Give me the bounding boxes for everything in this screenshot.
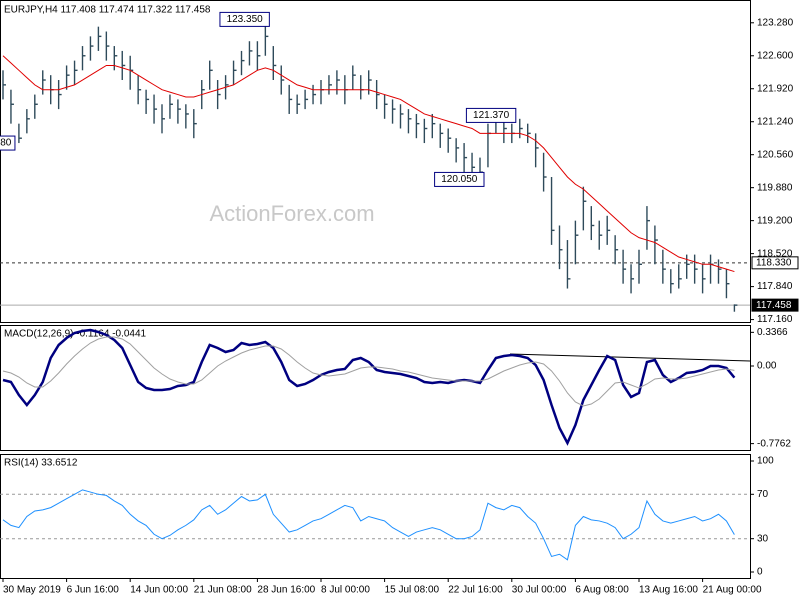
annotation-box [465,107,517,123]
x-tick-label: 15 Jul 08:00 [385,585,440,596]
y-tick-label: 121.240 [757,116,794,127]
price-label: 117.458 [756,300,792,311]
rsi-panel [0,454,751,579]
annotation-label: 121.370 [473,110,510,121]
price-label-box [751,298,799,312]
y-tick-label: 117.840 [757,281,793,292]
x-tick-label: 14 Jun 00:00 [130,585,188,596]
x-tick-label: 13 Aug 16:00 [639,585,698,596]
y-tick-label: 117.160 [757,314,793,325]
macd-title: MACD(12,26,9) -0.1164 -0.0441 [4,329,147,340]
y-tick-label: 0.00 [757,361,777,372]
x-tick-label: 21 Aug 00:00 [703,585,762,596]
price-label: 118.330 [756,257,792,268]
rsi-title: RSI(14) 33.6512 [4,458,78,469]
moving-average [2,55,735,273]
y-tick-label: 0.3366 [757,327,788,338]
x-tick-label: 28 Jun 16:00 [257,585,315,596]
y-tick-label: 123.280 [757,17,794,28]
y-tick-label: 118.520 [757,248,793,259]
y-tick-label: 30 [757,533,769,544]
y-tick-label: 119.200 [757,215,793,226]
y-tick-label: 122.600 [757,50,794,61]
x-tick-label: 6 Jun 16:00 [67,585,120,596]
x-tick-label: 6 Aug 08:00 [575,585,629,596]
y-tick-label: 70 [757,489,769,500]
annotation-label: 123.350 [227,14,264,25]
annotation-box [219,11,270,27]
y-tick-label: 100 [757,456,774,467]
y-tick-label: 0 [757,567,763,578]
y-tick-label: -0.7762 [757,438,791,449]
watermark: ActionForex.com [209,201,374,226]
indicator-line [2,489,735,561]
price-label-box [751,256,799,270]
annotation-box [0,135,16,151]
annotation-label: 80 [0,138,12,149]
trend-line [509,353,751,362]
x-tick-label: 30 Jul 00:00 [512,585,567,596]
x-tick-label: 21 Jun 08:00 [194,585,252,596]
annotation-label: 120.050 [441,174,478,185]
price-panel [0,0,751,323]
x-tick-label: 30 May 2019 [3,585,61,596]
annotation-box [434,171,485,187]
y-tick-label: 120.560 [757,149,794,160]
x-tick-label: 22 Jul 16:00 [448,585,503,596]
price-title: EURJPY,H4 117.408 117.474 117.322 117.45… [4,5,211,16]
y-tick-label: 119.880 [757,182,793,193]
y-tick-label: 121.920 [757,83,794,94]
macd-panel [0,325,751,451]
indicator-line [2,336,735,407]
indicator-line [2,328,736,446]
x-tick-label: 8 Jul 00:00 [321,585,370,596]
